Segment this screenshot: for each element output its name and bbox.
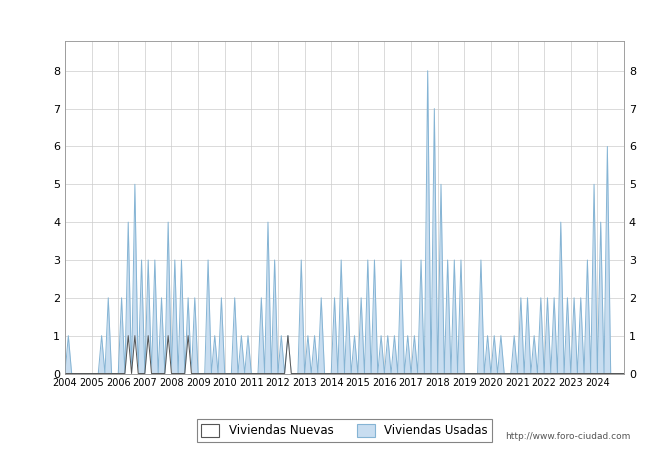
Legend: Viviendas Nuevas, Viviendas Usadas: Viviendas Nuevas, Viviendas Usadas xyxy=(197,419,492,442)
Text: http://www.foro-ciudad.com: http://www.foro-ciudad.com xyxy=(505,432,630,441)
Text: Vega de Valcarce - Evolucion del Nº de Transacciones Inmobiliarias: Vega de Valcarce - Evolucion del Nº de T… xyxy=(63,12,587,26)
